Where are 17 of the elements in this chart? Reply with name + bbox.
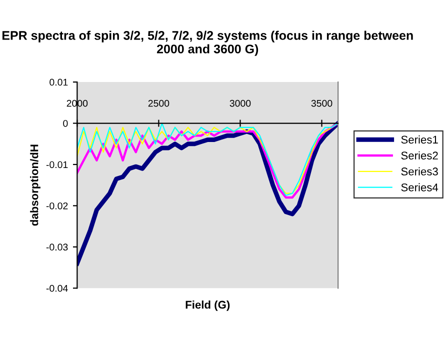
y-axis-title: dabsorption/dH [30, 144, 40, 226]
y-tick-label: -0.04 [46, 284, 68, 292]
x-axis-title: Field (G) [186, 300, 230, 311]
y-tick-label: -0.01 [46, 161, 68, 168]
legend-label: Series3 [401, 167, 438, 176]
chart-title: EPR spectra of spin 3/2, 5/2, 7/2, 9/2 systems (focus in range between 2000 and 3600 G) [2, 30, 413, 56]
y-tick-label: -0.03 [46, 244, 68, 251]
x-tick-label: 2500 [148, 100, 170, 107]
x-tick-label: 3500 [311, 100, 332, 107]
legend-label: Series1 [401, 135, 438, 144]
legend-label: Series4 [401, 183, 438, 192]
y-tick-label: -0.02 [46, 202, 68, 210]
y-tick-label: 0 [63, 120, 68, 127]
y-tick-label: 0.01 [50, 78, 68, 86]
legend-label: Series2 [401, 151, 438, 160]
line-series [77, 121, 338, 266]
x-tick-label: 3000 [230, 100, 251, 107]
